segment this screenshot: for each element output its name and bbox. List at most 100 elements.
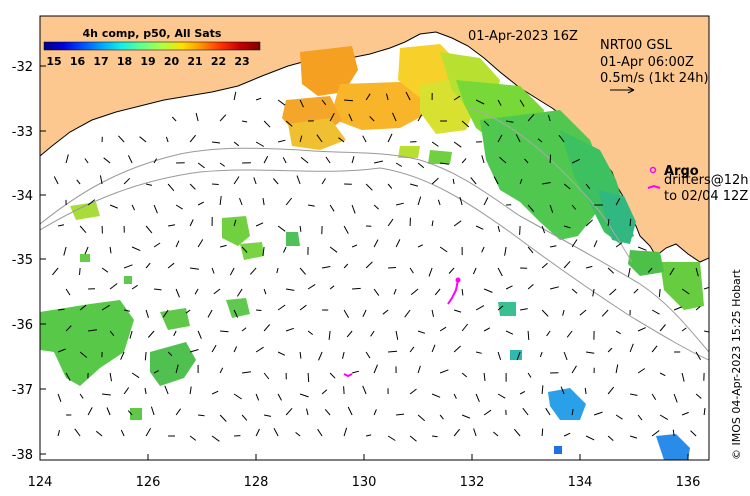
current-vector	[139, 136, 147, 143]
current-vector	[189, 183, 196, 190]
current-vector	[343, 309, 350, 318]
current-vector	[321, 178, 326, 185]
current-vector	[571, 204, 577, 210]
current-vector	[109, 283, 118, 290]
bathymetry-contour	[40, 147, 709, 353]
current-vector	[409, 183, 419, 187]
current-vector	[537, 138, 543, 143]
current-vector	[154, 288, 162, 291]
current-vector	[263, 372, 270, 380]
current-vector	[103, 157, 111, 164]
current-vector	[681, 372, 685, 382]
current-vector	[607, 219, 610, 227]
current-vector	[493, 431, 499, 437]
current-vector	[109, 372, 112, 382]
current-vector	[123, 177, 131, 185]
current-vector	[277, 225, 286, 232]
current-vector	[219, 414, 227, 422]
current-vector	[362, 309, 367, 318]
current-vector	[299, 393, 309, 398]
colorbar-tick-label: 17	[93, 55, 108, 68]
current-vector	[219, 244, 227, 248]
current-vector	[373, 409, 377, 416]
current-vector	[409, 267, 414, 274]
land-mass	[40, 16, 709, 263]
current-vector	[167, 183, 175, 192]
current-vector	[481, 246, 485, 253]
drifter-position	[455, 277, 461, 283]
current-vector	[207, 309, 213, 318]
current-vector	[695, 306, 701, 311]
current-vector	[198, 414, 205, 417]
current-vector	[273, 178, 279, 185]
current-vector	[241, 246, 248, 253]
current-vector	[101, 304, 110, 311]
current-vector	[84, 246, 89, 255]
current-vector	[127, 155, 133, 164]
current-vector	[647, 267, 653, 273]
product-title: 4h comp, p50, All Sats	[83, 27, 222, 40]
x-tick-label: 130	[352, 475, 377, 490]
current-vector	[162, 309, 169, 318]
plot-frame	[39, 15, 710, 461]
y-tick-label: -34	[12, 189, 33, 204]
current-vector	[607, 267, 615, 274]
current-vector	[197, 330, 202, 339]
current-vector	[703, 407, 706, 416]
current-vector	[409, 435, 417, 442]
argo-label: Argo	[664, 164, 699, 179]
current-vector	[150, 406, 155, 416]
current-vector	[607, 386, 615, 395]
colorbar-tick-label: 22	[211, 55, 226, 68]
current-vector	[153, 204, 158, 214]
current-vector	[571, 409, 574, 416]
current-vector	[129, 330, 133, 339]
current-vector	[483, 197, 489, 206]
current-vector	[175, 240, 180, 248]
current-vector	[541, 225, 546, 234]
current-vector	[109, 204, 118, 209]
current-vector	[453, 393, 457, 399]
current-vector	[483, 409, 492, 416]
current-vector	[522, 407, 529, 416]
current-vector	[52, 267, 59, 276]
current-vector	[285, 407, 293, 416]
x-tick-label: 132	[460, 475, 485, 490]
current-vector	[255, 97, 262, 101]
current-vector	[497, 134, 503, 143]
credit-label: © IMOS 04-Apr-2023 15:25 Hobart	[730, 269, 743, 460]
x-tick-label: 124	[28, 475, 53, 490]
current-vector	[373, 239, 379, 248]
current-vector	[452, 178, 455, 185]
current-vector	[527, 113, 535, 122]
current-vector	[299, 135, 303, 143]
current-vector	[58, 308, 65, 311]
current-vector	[520, 308, 528, 311]
current-vector	[109, 246, 112, 254]
current-vector	[145, 427, 152, 437]
current-vector	[343, 263, 349, 269]
current-vector	[690, 430, 697, 437]
current-vector	[123, 387, 130, 395]
current-vector	[439, 414, 444, 420]
current-vector	[519, 390, 526, 395]
current-vector	[255, 428, 260, 437]
current-vector	[324, 408, 331, 416]
y-tick-label: -33	[12, 125, 33, 140]
current-vector	[58, 224, 65, 227]
colorbar-tick-label: 21	[187, 55, 202, 68]
current-vector	[417, 196, 422, 206]
current-vector	[373, 204, 379, 210]
current-vector	[459, 196, 463, 206]
current-vector	[453, 220, 462, 227]
current-vector	[344, 99, 354, 102]
current-vector	[342, 351, 345, 359]
current-vector	[417, 114, 423, 122]
current-vector	[499, 156, 507, 164]
current-vector	[658, 288, 661, 297]
current-vector	[118, 135, 125, 143]
current-vector	[629, 218, 632, 227]
current-vector	[318, 351, 323, 361]
current-vector	[417, 244, 424, 248]
current-vector	[382, 309, 389, 315]
